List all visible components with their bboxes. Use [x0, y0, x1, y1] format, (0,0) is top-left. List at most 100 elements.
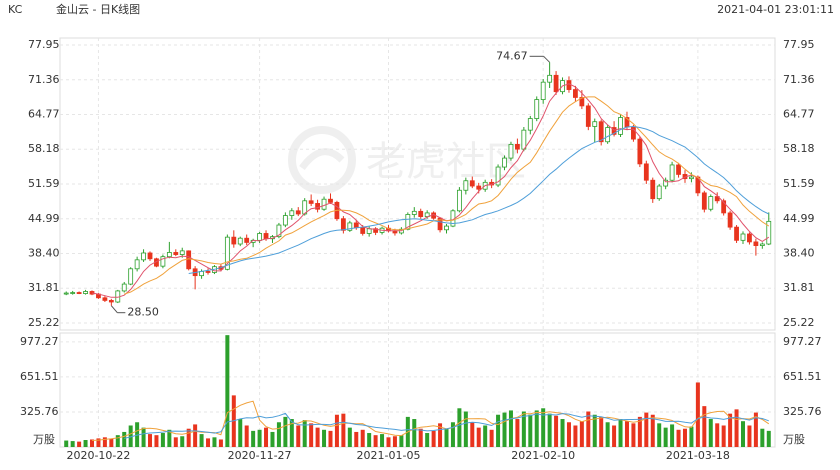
volume-bar: [206, 438, 211, 447]
volume-unit: 万股: [33, 433, 55, 446]
volume-bar: [766, 430, 771, 447]
volume-bar: [483, 425, 488, 447]
y-tick-label-right: 58.18: [783, 142, 815, 155]
candle-body: [656, 185, 662, 200]
candle-body: [321, 198, 327, 210]
candle-body: [753, 241, 759, 246]
candle-body: [747, 233, 752, 243]
candle-body: [186, 250, 192, 270]
moving-average-line: [91, 83, 770, 298]
volume-bar: [715, 423, 720, 447]
volume-bar: [554, 415, 559, 447]
volume-bar: [682, 428, 687, 447]
candle-body: [108, 300, 114, 303]
volume-bar: [289, 419, 294, 447]
volume-bar: [90, 439, 95, 447]
candle-body: [418, 210, 424, 218]
candle-body: [405, 214, 411, 230]
timestamp: 2021-04-01 23:01:11: [717, 3, 834, 16]
candle-body: [734, 226, 739, 241]
volume-bar: [83, 440, 88, 447]
moving-average-line: [124, 96, 770, 295]
volume-bar: [476, 427, 481, 447]
candle-body: [515, 143, 520, 150]
moving-average-line: [188, 125, 770, 274]
volume-bar: [283, 416, 288, 447]
candle-body: [308, 200, 314, 204]
volume-bar: [360, 429, 365, 447]
candle-body: [469, 180, 475, 187]
volume-bar: [199, 434, 204, 447]
candle-body: [598, 121, 604, 143]
candle-body: [566, 80, 572, 90]
volume-bar: [180, 436, 185, 447]
volume-bar: [341, 413, 346, 447]
watermark-logo: [288, 126, 356, 194]
candle-body: [740, 233, 746, 241]
candle-body: [76, 292, 82, 294]
candle-body: [89, 291, 95, 295]
volume-tick-label: 977.27: [20, 335, 59, 348]
candle-body: [669, 164, 675, 181]
candle-body: [534, 99, 540, 119]
candle-body: [585, 105, 591, 127]
volume-bar: [624, 421, 629, 447]
volume-bar: [528, 414, 533, 447]
candle-body: [83, 291, 88, 294]
candle-body: [714, 196, 720, 202]
volume-bar: [676, 429, 681, 447]
volume-bar: [328, 430, 333, 447]
volume-bar: [515, 419, 520, 447]
volume-tick-label: 325.76: [20, 405, 59, 418]
volume-bar: [238, 419, 243, 447]
volume-bar: [354, 431, 359, 447]
candle-body: [366, 228, 372, 234]
candle-body: [353, 222, 359, 229]
volume-bar: [702, 406, 707, 447]
y-tick-label-right: 31.81: [783, 281, 815, 294]
candle-body: [173, 252, 179, 255]
volume-bar: [489, 429, 494, 447]
volume-bar: [753, 412, 758, 447]
x-tick-label: 2021-01-05: [357, 449, 421, 462]
candle-body: [463, 180, 469, 191]
candle-body: [411, 210, 417, 215]
volume-bar: [457, 408, 462, 447]
volume-bar: [728, 413, 733, 447]
annotation: 74.67: [496, 49, 528, 62]
volume-bar: [244, 425, 249, 447]
volume-bar: [96, 438, 101, 447]
volume-bar: [747, 425, 752, 447]
y-tick-label-right: 25.22: [783, 316, 815, 329]
volume-bar: [431, 430, 436, 447]
volume-bar: [734, 409, 739, 447]
volume-bar: [560, 419, 565, 447]
volume-bar: [270, 431, 275, 447]
candle-body: [547, 74, 553, 83]
volume-bar: [64, 440, 69, 447]
volume-bar: [309, 423, 314, 447]
candle-body: [231, 236, 237, 245]
candle-body: [282, 215, 288, 226]
candle-body: [553, 74, 559, 93]
chart-title: 金山云 - 日K线图: [56, 2, 140, 16]
volume-bar: [547, 413, 552, 447]
volume-bar: [154, 435, 159, 447]
candle-body: [643, 163, 649, 181]
volume-bar: [186, 428, 191, 447]
candle-body: [224, 236, 230, 270]
volume-bar: [599, 416, 604, 447]
candle-body: [160, 256, 166, 267]
candle-body: [605, 127, 611, 143]
candle-body: [502, 157, 507, 168]
candle-body: [102, 297, 108, 301]
volume-bar: [302, 420, 307, 447]
candle-body: [708, 196, 714, 210]
x-tick-label: 2020-11-27: [228, 449, 292, 462]
volume-bar: [380, 434, 385, 447]
candle-body: [289, 210, 295, 216]
volume-bar: [708, 419, 713, 447]
volume-bar: [612, 425, 617, 447]
candle-body: [347, 222, 353, 231]
candle-body: [141, 252, 146, 261]
